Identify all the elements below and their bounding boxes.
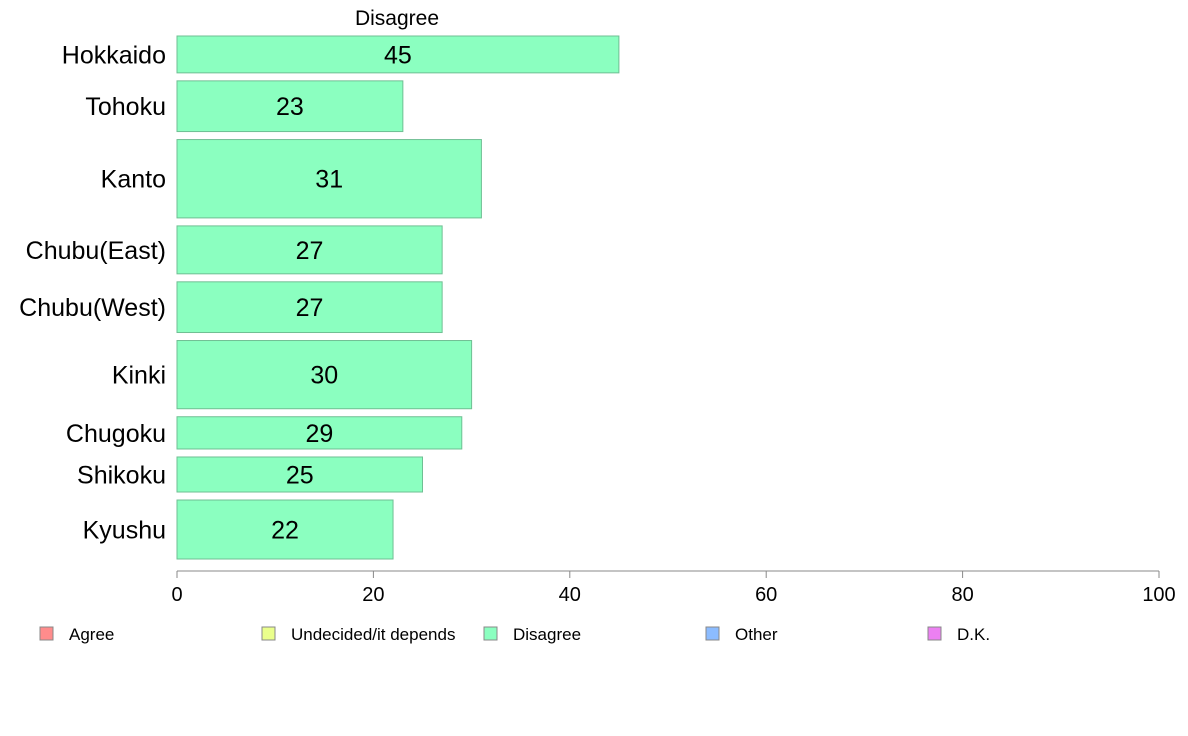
x-tick-label: 20	[362, 584, 384, 606]
legend-swatch	[927, 626, 942, 641]
data-label: 31	[315, 166, 343, 194]
legend: Agree Undecided/it depends Disagree Other D.…	[39, 625, 990, 644]
data-label: 23	[276, 93, 304, 121]
category-label: Chubu(West)	[19, 294, 166, 322]
data-label: 25	[286, 462, 314, 490]
legend-label: Agree	[69, 625, 114, 644]
legend-label: Disagree	[513, 625, 581, 644]
x-axis: 0 20 40 60 80 100	[171, 570, 1176, 606]
x-tick-label: 60	[755, 584, 777, 606]
data-label: 45	[384, 41, 412, 69]
bar	[176, 416, 463, 450]
bar	[176, 340, 473, 410]
legend-swatch	[705, 626, 720, 641]
category-label: Tohoku	[85, 93, 166, 121]
data-label: 22	[271, 517, 299, 545]
chart-title: Disagree	[355, 7, 439, 30]
category-label: Chubu(East)	[26, 237, 166, 265]
category-label: Chugoku	[66, 420, 166, 448]
legend-label: D.K.	[957, 625, 990, 644]
bar	[176, 499, 394, 560]
legend-label: Other	[735, 625, 778, 644]
x-tick-label: 40	[559, 584, 581, 606]
bar	[176, 281, 443, 334]
data-label: 29	[305, 420, 333, 448]
bar	[176, 225, 443, 275]
legend-swatch	[39, 626, 54, 641]
category-label: Kanto	[101, 166, 166, 194]
category-label: Kyushu	[83, 517, 166, 545]
data-label: 30	[310, 362, 338, 390]
bars-group: Hokkaido 45 Tohoku 23 Kanto 31 Chubu(East) 27 Ch…	[19, 35, 620, 560]
x-tick-label: 80	[951, 584, 973, 606]
legend-label: Undecided/it depends	[291, 625, 455, 644]
data-label: 27	[296, 294, 324, 322]
category-label: Kinki	[112, 362, 166, 390]
bar	[176, 456, 423, 493]
category-label: Shikoku	[77, 462, 166, 490]
x-tick-label: 100	[1142, 584, 1175, 606]
legend-swatch	[261, 626, 276, 641]
category-label: Hokkaido	[62, 41, 166, 69]
data-label: 27	[296, 237, 324, 265]
bar	[176, 35, 620, 74]
bar	[176, 139, 482, 219]
legend-swatch	[483, 626, 498, 641]
bar	[176, 80, 404, 133]
x-tick-label: 0	[171, 584, 182, 606]
